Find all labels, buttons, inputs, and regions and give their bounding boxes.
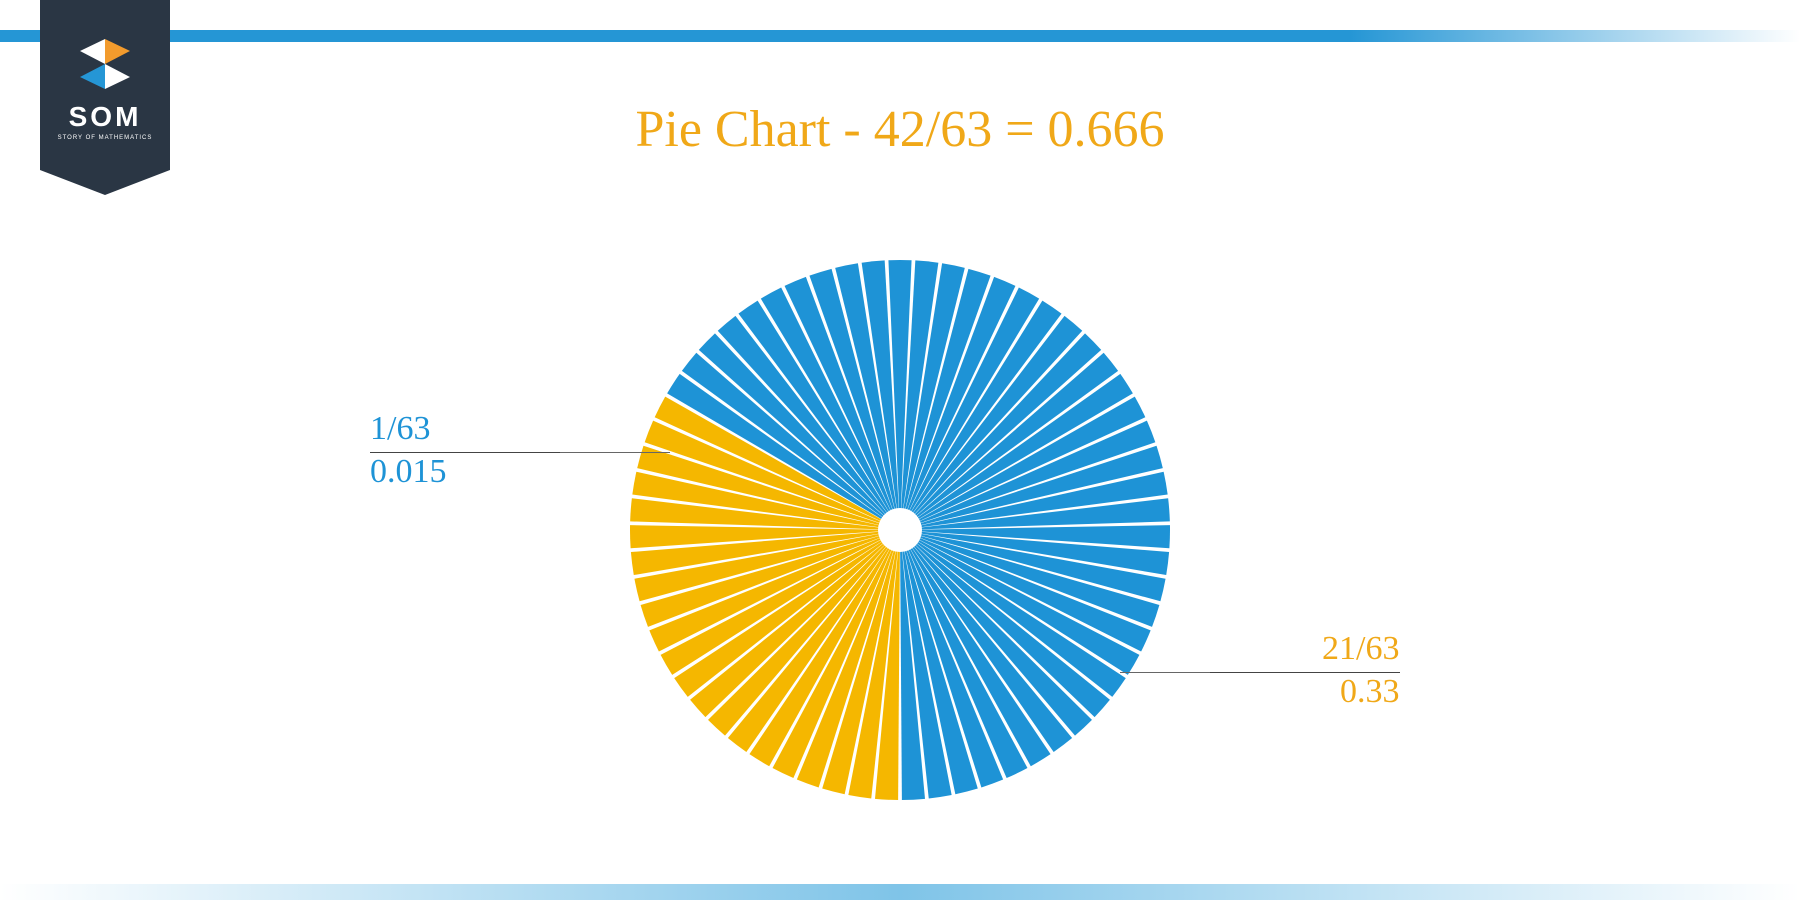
chart-title: Pie Chart - 42/63 = 0.666 xyxy=(635,100,1164,159)
pie-chart xyxy=(620,250,1180,810)
logo-badge: SOM STORY OF MATHEMATICS xyxy=(40,0,170,170)
label-decimal-yellow: 0.33 xyxy=(1200,673,1400,711)
logo-text: SOM xyxy=(69,101,142,133)
label-decimal-blue: 0.015 xyxy=(370,453,447,490)
label-fraction-blue: 1/63 xyxy=(370,410,570,453)
top-accent-bar xyxy=(0,30,1800,42)
slice-label-blue: 1/63 0.015 xyxy=(370,410,570,491)
bottom-accent-bar xyxy=(0,884,1800,900)
slice-label-yellow: 21/63 0.33 xyxy=(1200,630,1400,711)
label-fraction-yellow: 21/63 xyxy=(1202,630,1399,673)
logo-subtext: STORY OF MATHEMATICS xyxy=(58,135,153,141)
logo-icon xyxy=(80,39,130,89)
leader-line-right xyxy=(1120,672,1210,673)
leader-line-left xyxy=(560,452,670,453)
pie-svg xyxy=(620,250,1180,810)
